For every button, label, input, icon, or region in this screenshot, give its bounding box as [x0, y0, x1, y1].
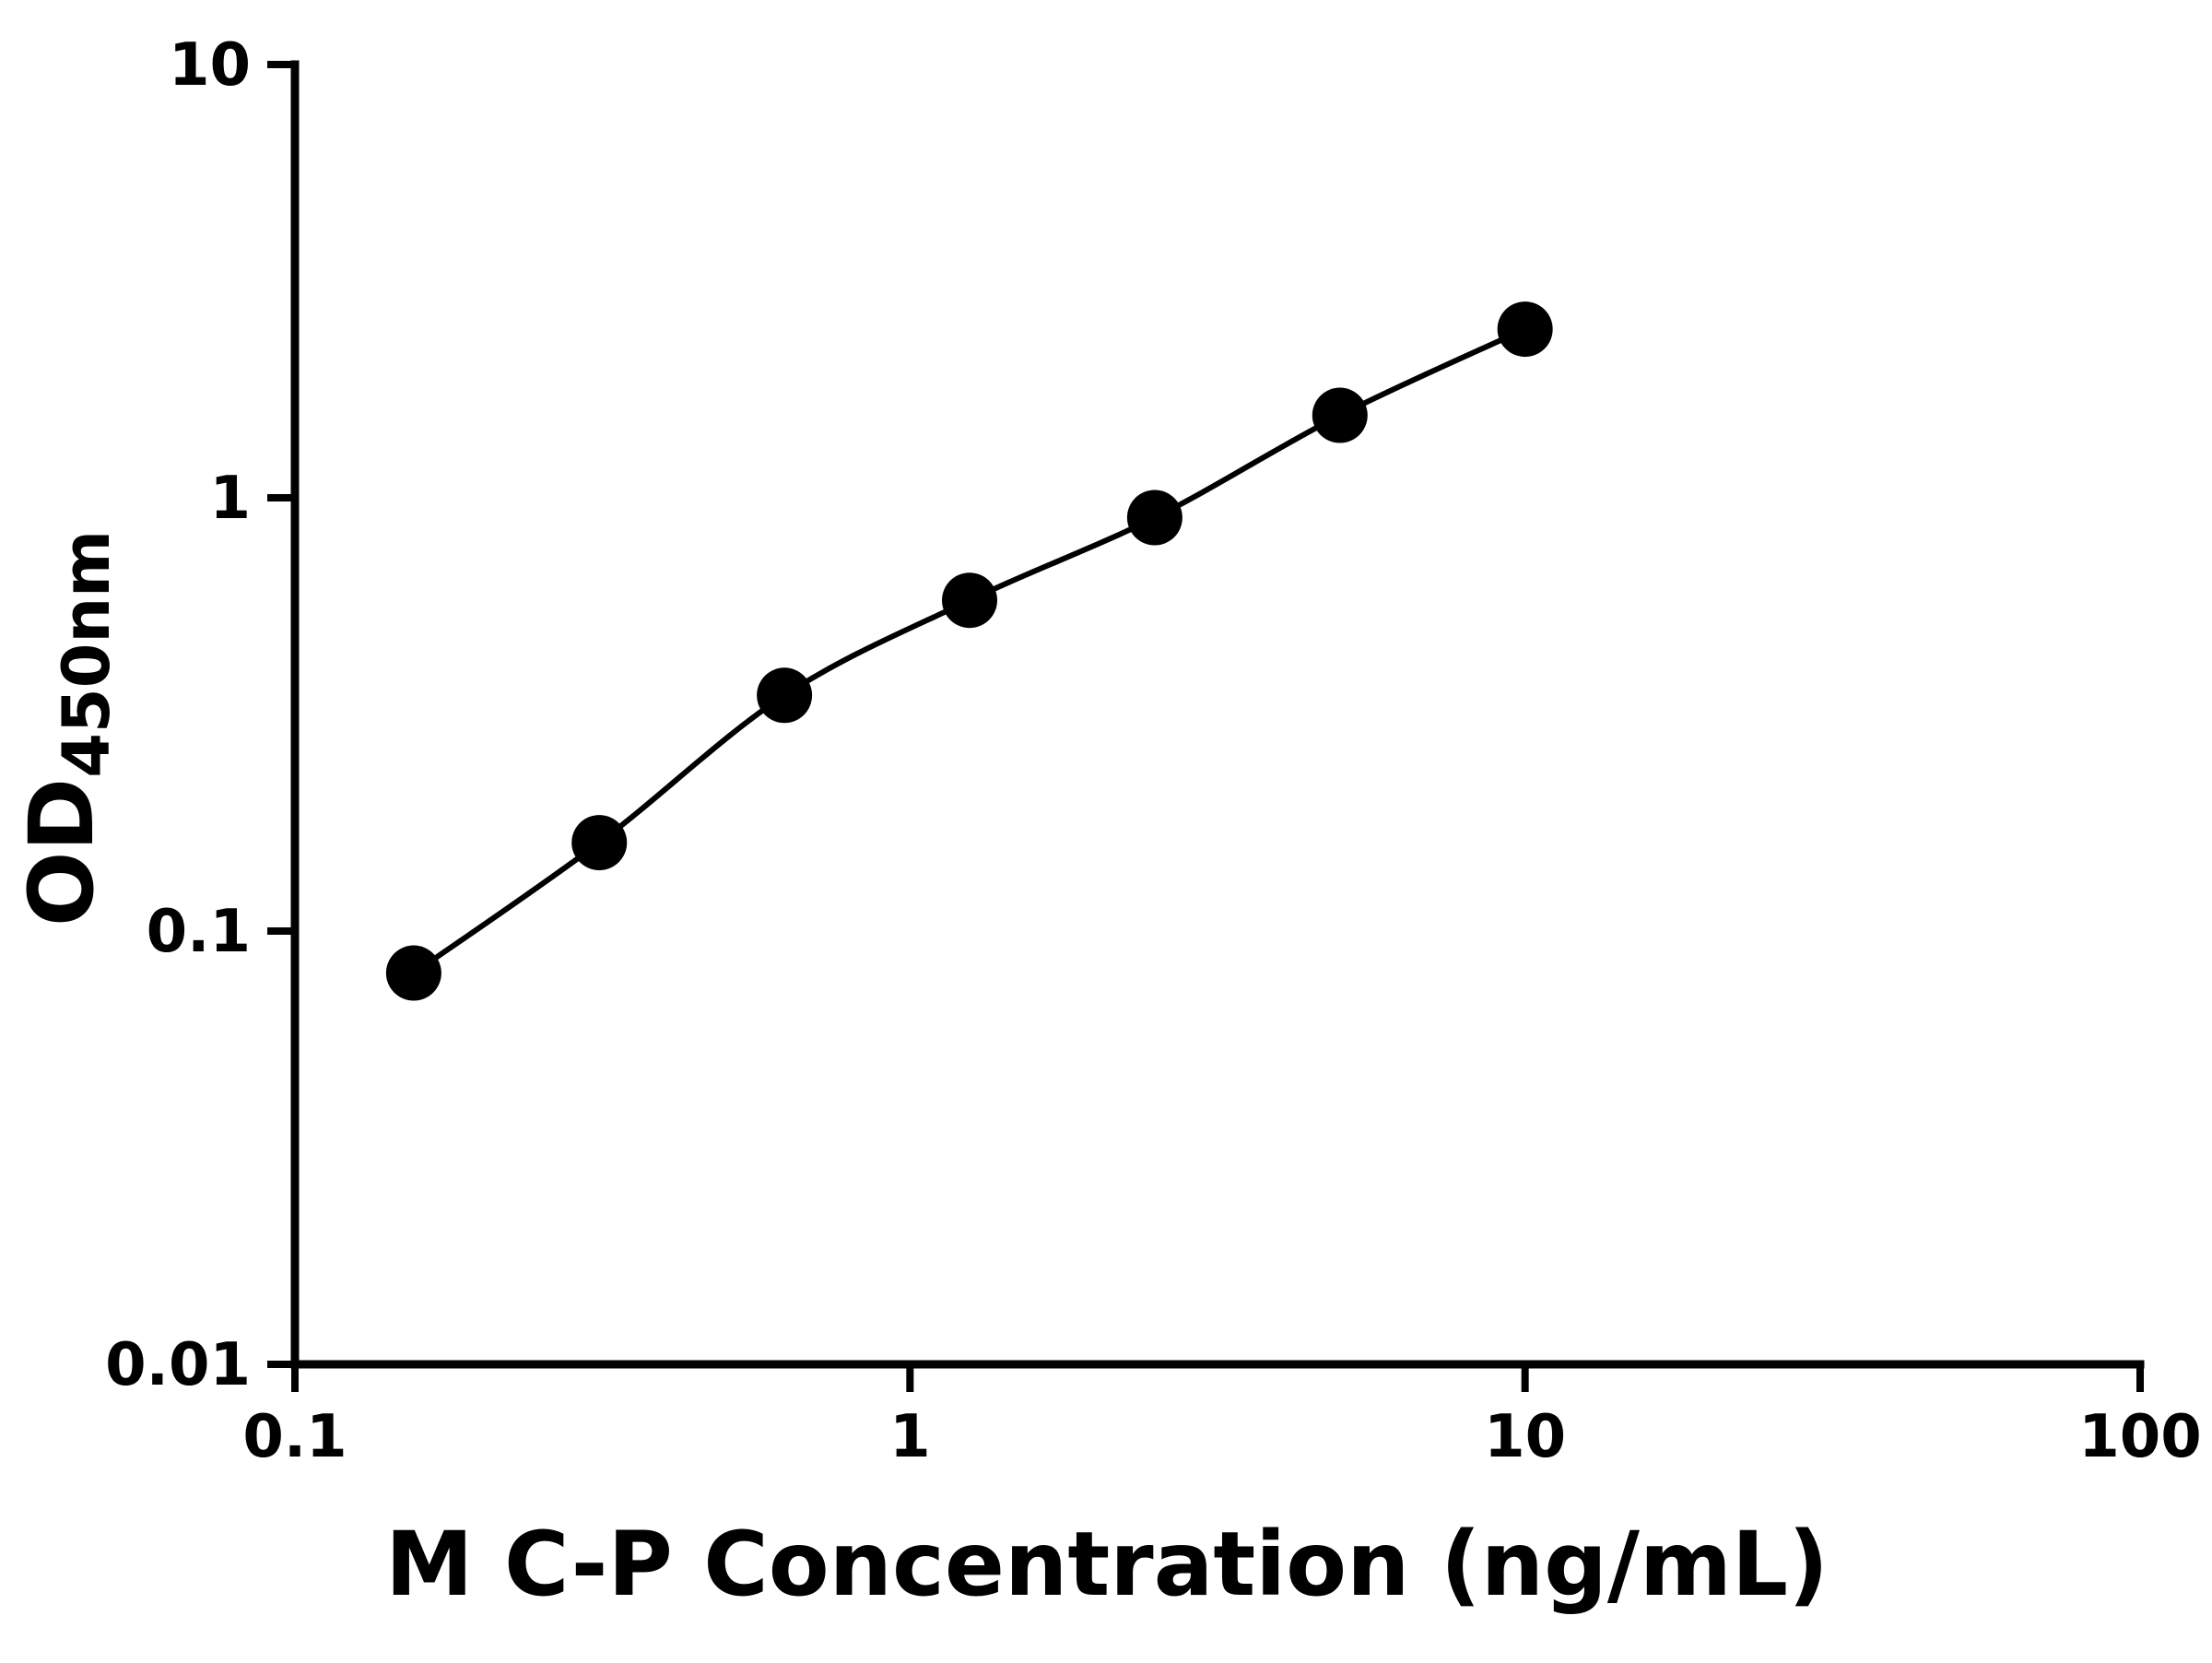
y-tick-label: 0.1 [147, 898, 251, 966]
data-point [571, 815, 628, 871]
data-point [1126, 489, 1182, 546]
data-point [385, 945, 441, 1001]
x-tick-label: 10 [1484, 1403, 1566, 1471]
x-axis-title: M C-P Concentration (ng/mL) [385, 1513, 1829, 1616]
data-point [942, 572, 998, 629]
data-point [1312, 387, 1368, 443]
y-axis-title: OD450nm [10, 530, 124, 926]
y-tick-label: 0.01 [105, 1331, 251, 1399]
x-tick-label: 0.1 [242, 1403, 347, 1471]
x-tick-label: 1 [889, 1403, 931, 1471]
y-tick-label: 1 [209, 465, 251, 533]
data-point [1497, 301, 1553, 358]
x-tick-label: 100 [2078, 1403, 2202, 1471]
y-tick-label: 10 [169, 31, 251, 100]
data-point [757, 667, 813, 724]
